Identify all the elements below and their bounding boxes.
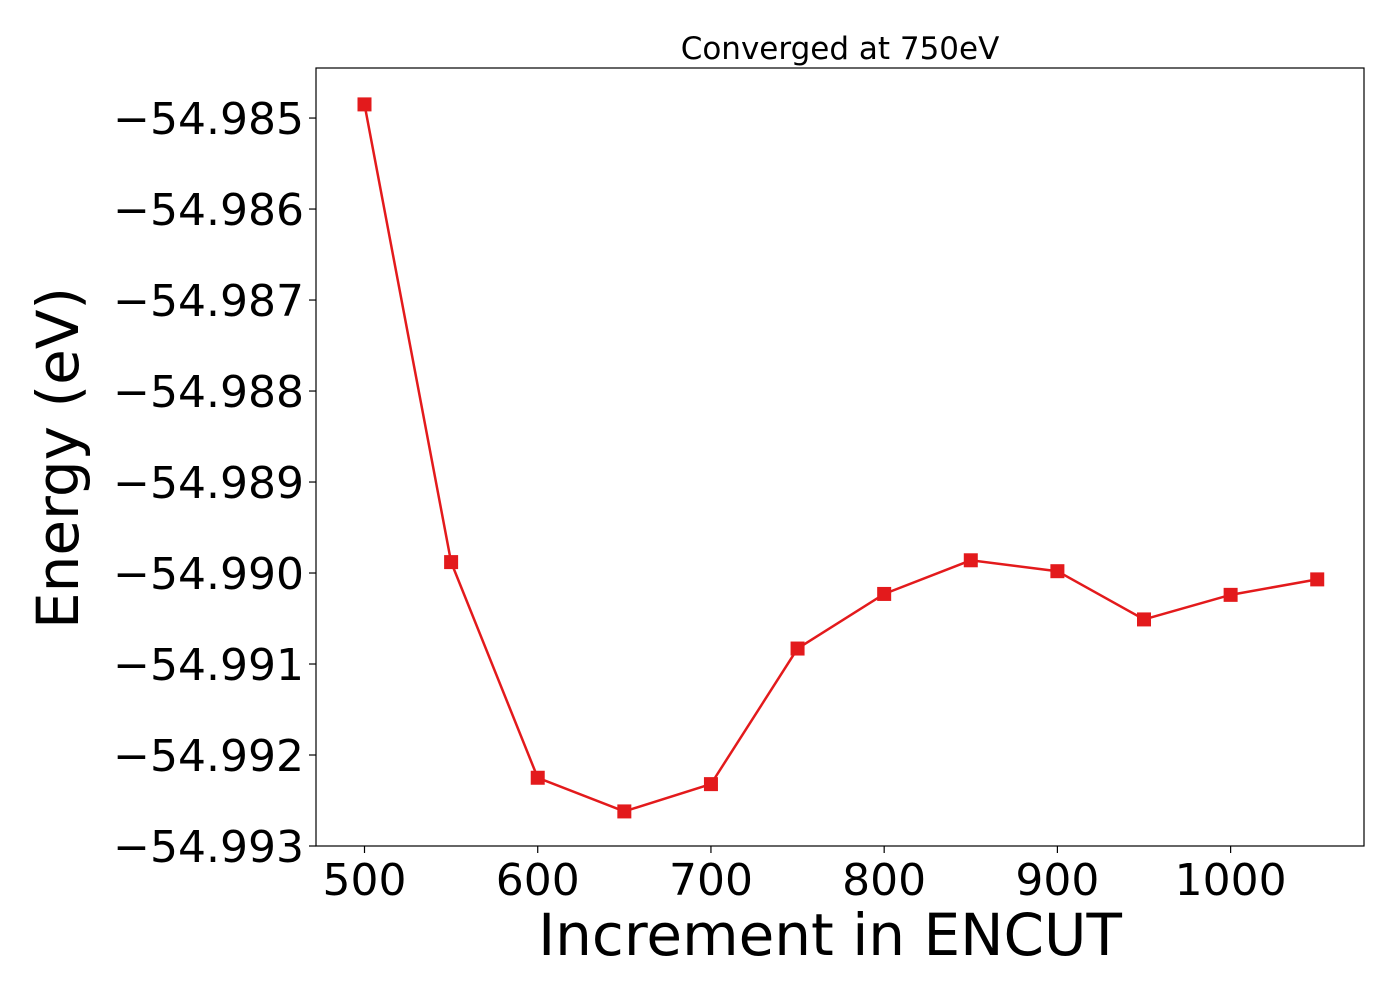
y-tick-label: −54.986	[113, 185, 304, 236]
y-tick-label: −54.991	[113, 640, 304, 691]
series-line	[363, 104, 1318, 813]
data-point-marker	[703, 777, 718, 792]
y-axis: −54.985 −54.986 −54.987 −54.988 −54.989 −54.9…	[113, 94, 316, 873]
data-point-marker	[963, 553, 978, 568]
data-point-marker	[1223, 587, 1238, 602]
x-tick-label: 1000	[1175, 855, 1287, 906]
x-tick-label: 800	[842, 855, 926, 906]
y-axis-label: Energy (eV)	[24, 287, 92, 629]
x-axis: 500 600 700 800 900 1000	[323, 846, 1287, 906]
y-tick-label: −54.992	[113, 731, 304, 782]
data-point-marker	[530, 770, 545, 785]
x-tick-label: 900	[1015, 855, 1099, 906]
x-tick-label: 600	[496, 855, 580, 906]
data-point-marker	[1310, 572, 1325, 587]
data-point-marker	[1137, 612, 1152, 627]
x-tick-label: 700	[669, 855, 753, 906]
data-point-marker	[790, 641, 805, 656]
y-tick-label: −54.989	[113, 458, 304, 509]
data-point-marker	[1050, 564, 1065, 579]
series-energy	[357, 97, 1325, 819]
x-tick-label: 500	[323, 855, 407, 906]
data-point-marker	[617, 804, 632, 819]
y-tick-label: −54.988	[113, 367, 304, 418]
y-tick-label: −54.987	[113, 276, 304, 327]
data-point-marker	[444, 555, 459, 570]
plot-area	[315, 67, 1365, 847]
data-point-marker	[357, 97, 372, 112]
plot-frame	[315, 67, 1365, 847]
x-axis-label: Increment in ENCUT	[538, 901, 1122, 969]
y-tick-label: −54.990	[113, 549, 304, 600]
data-point-marker	[877, 586, 892, 601]
y-tick-label: −54.985	[113, 94, 304, 145]
chart-title: Converged at 750eV	[681, 31, 1000, 67]
y-tick-label: −54.993	[113, 822, 304, 873]
